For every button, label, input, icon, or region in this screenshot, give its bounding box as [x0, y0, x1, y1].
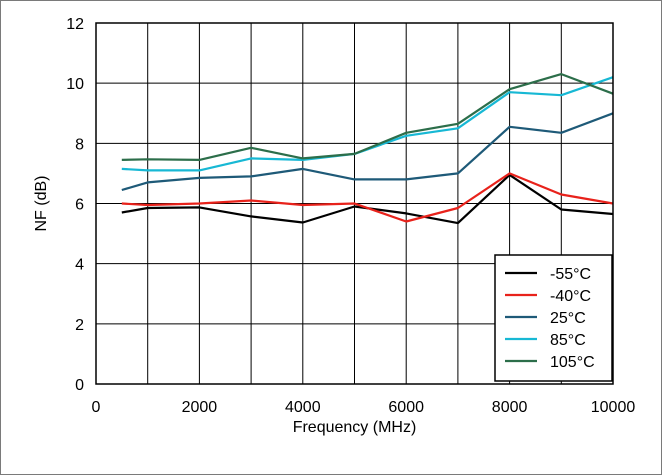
legend: -55°C -40°C 25°C 85°C 105°C	[494, 254, 613, 382]
x-tick-label: 10000	[591, 399, 636, 416]
legend-label: 85°C	[550, 332, 586, 349]
x-tick-label: 6000	[388, 399, 424, 416]
y-tick-label: 12	[66, 16, 84, 33]
series-line-105C	[121, 72, 614, 161]
series-line-25C	[121, 112, 614, 192]
plot-border	[95, 22, 614, 385]
series-line-55C	[121, 173, 614, 225]
y-axis-label: NF (dB)	[33, 176, 50, 232]
legend-label: -40°C	[550, 288, 591, 305]
y-tick-label: 6	[75, 197, 84, 214]
y-tick-label: 4	[75, 257, 84, 274]
series-line-85C	[121, 76, 614, 172]
tick-labels: 0 2000 4000 6000 8000 10000 0 2 4 6 8 10 12	[66, 16, 635, 416]
y-tick-label: 10	[66, 76, 84, 93]
legend-label: 105°C	[550, 354, 595, 371]
legend-label: 25°C	[550, 310, 586, 327]
y-tick-label: 2	[75, 317, 84, 334]
x-tick-label: 0	[92, 399, 101, 416]
legend-label: -55°C	[550, 266, 591, 283]
y-tick-label: 0	[75, 377, 84, 394]
x-axis-label: Frequency (MHz)	[293, 419, 417, 436]
x-tick-label: 8000	[492, 399, 528, 416]
series-lines	[121, 72, 614, 225]
x-tick-label: 2000	[182, 399, 218, 416]
y-tick-label: 8	[75, 136, 84, 153]
series-line-40C	[121, 172, 614, 223]
x-tick-label: 4000	[285, 399, 321, 416]
